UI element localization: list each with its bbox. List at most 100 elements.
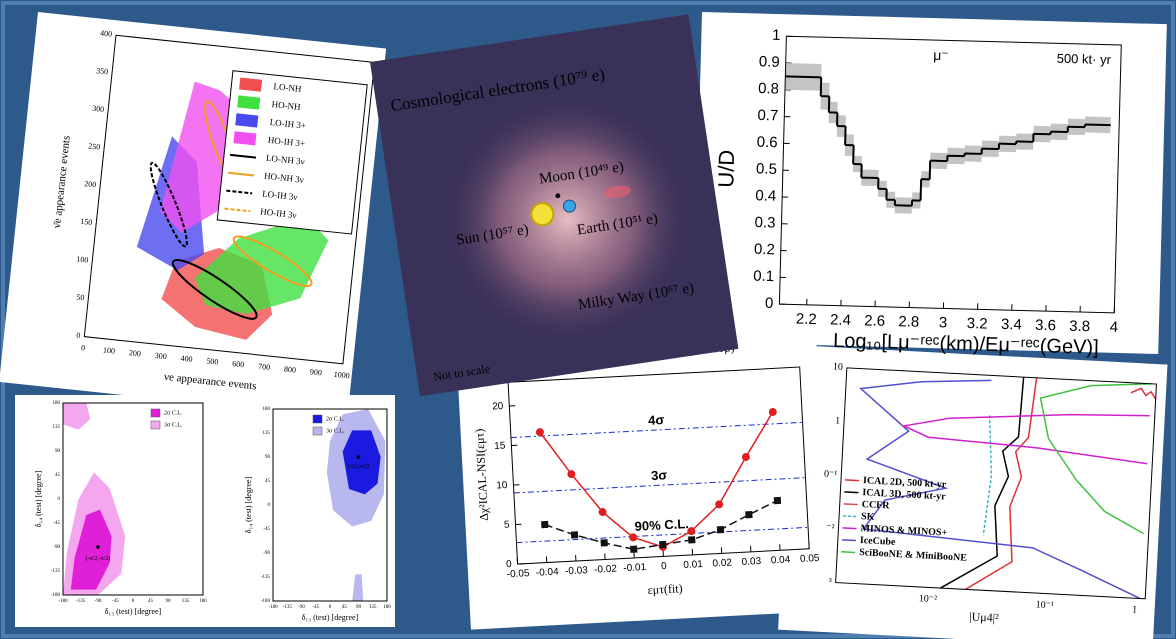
exclusion-curve (965, 377, 1038, 591)
y-tick-label: 0.2 (754, 241, 775, 259)
legend-line (843, 503, 858, 506)
y-tick-label: -180 (51, 593, 61, 598)
y-tick-label: 0.8 (758, 80, 779, 98)
marker (715, 500, 724, 509)
x-tick-label: 2.6 (864, 312, 885, 330)
legend-line (226, 189, 253, 195)
legend-swatch (150, 420, 161, 430)
region (63, 403, 91, 430)
legend-swatch (239, 77, 263, 92)
legend-label: 3σ C.L. (326, 428, 345, 434)
y-tick-label: 0.1 (753, 268, 774, 286)
x-tick-label: -0.05 (506, 568, 530, 580)
y-tick-label: 45 (265, 479, 271, 484)
x-tick-label: 90 (166, 599, 172, 604)
legend-line (842, 527, 857, 530)
y-tick-label: 100 (76, 254, 89, 264)
marker (768, 408, 777, 417)
y-tick-label: 90 (265, 455, 271, 460)
y-tick-label: 5 (504, 519, 511, 530)
x-tick-label: -135 (283, 605, 293, 610)
point-label: (-π/2,-π/2) (86, 555, 111, 562)
step-segment (1084, 123, 1111, 127)
marker (630, 545, 638, 553)
x-tick-label: 45 (342, 605, 348, 610)
marker (541, 520, 549, 529)
x-tick-label: 90 (356, 605, 362, 610)
x-tick-label: 0 (132, 599, 135, 604)
x-tick-label: -135 (76, 599, 86, 604)
x-tick-label: 1000 (333, 370, 350, 381)
step-segment (785, 75, 822, 79)
x-tick-label: 180 (383, 605, 391, 610)
x-tick-label: 0.02 (712, 557, 732, 569)
y-tick-label: 10 (833, 361, 844, 373)
x-tick-label: 0 (81, 343, 86, 352)
x-tick-label: -90 (95, 599, 102, 604)
x-tick-label: 3.6 (1035, 317, 1056, 335)
plot-frame (835, 367, 1157, 600)
legend-label: MINOS & MINOS+ (860, 523, 948, 539)
legend-label: 3σ C.L. (164, 422, 183, 428)
y-tick-label: 45 (55, 473, 61, 478)
y-tick-label: 300 (92, 104, 105, 114)
y-tick-label: 0.5 (756, 160, 777, 178)
panel-background (455, 306, 831, 630)
y-axis-label: δ₁₄ (test) [degree] (34, 470, 43, 527)
step-riser (919, 179, 923, 201)
x-tick-label: 2.8 (898, 313, 919, 331)
x-tick-label: 135 (182, 599, 190, 604)
marker (687, 527, 696, 536)
chart-subtitle: 500 kt· yr (1057, 51, 1112, 67)
earth (562, 199, 576, 213)
region (352, 574, 364, 601)
y-tick-label: 10 (496, 480, 508, 492)
x-tick-label: 700 (258, 362, 271, 372)
plot-frame (778, 35, 1122, 314)
legend-swatch (312, 426, 323, 436)
x-tick-label: 2.4 (830, 311, 851, 329)
y-tick-label: -90 (263, 551, 270, 556)
region (70, 509, 112, 590)
x-tick-label: 200 (128, 348, 141, 358)
exclusion-curve (859, 379, 1141, 600)
legend-label: ICAL 3D, 500 kt-yr (862, 487, 946, 502)
marker (745, 511, 753, 519)
x-tick-label: 300 (154, 351, 167, 361)
reference-line (510, 421, 803, 439)
exclusion-curve (982, 415, 993, 536)
y-tick-label: 0.7 (757, 107, 778, 125)
x-tick-label: 4 (1109, 319, 1118, 336)
legend-line (230, 153, 257, 159)
y-tick-label: 135 (53, 425, 61, 430)
y-tick-label: 0 (58, 497, 61, 502)
y-tick-label: 15 (494, 440, 506, 452)
y-tick-label: 0 (76, 331, 81, 340)
galaxy-core (603, 185, 631, 199)
x-tick-label: 10⁻² (918, 593, 937, 605)
marker (659, 540, 667, 549)
x-tick-label: -180 (268, 605, 278, 610)
reference-label: 3σ (651, 467, 668, 483)
x-tick-label: 135 (369, 605, 377, 610)
y-tick-label: 0.9 (759, 53, 780, 71)
x-tick-label: -0.01 (623, 562, 647, 574)
legend-label: CCFR (861, 499, 890, 511)
legend-label: LO-NH (273, 81, 302, 94)
x-tick-label: 180 (199, 599, 207, 604)
point (356, 455, 361, 459)
y-tick-label: 0 (268, 503, 271, 508)
legend-swatch (150, 408, 161, 418)
y-tick-label: 20 (492, 401, 504, 413)
legend-label: HO-IH 3ν (260, 206, 297, 220)
y-tick-label: -135 (261, 575, 271, 580)
x-tick-label: 2.2 (796, 311, 817, 329)
legend-line (841, 539, 856, 542)
y-tick-label: 200 (84, 179, 97, 189)
legend-label: 2σ C.L. (164, 410, 183, 416)
y-tick-label: 135 (263, 431, 271, 436)
legend-line (841, 551, 856, 554)
contour (171, 258, 258, 320)
legend-line (228, 171, 255, 177)
